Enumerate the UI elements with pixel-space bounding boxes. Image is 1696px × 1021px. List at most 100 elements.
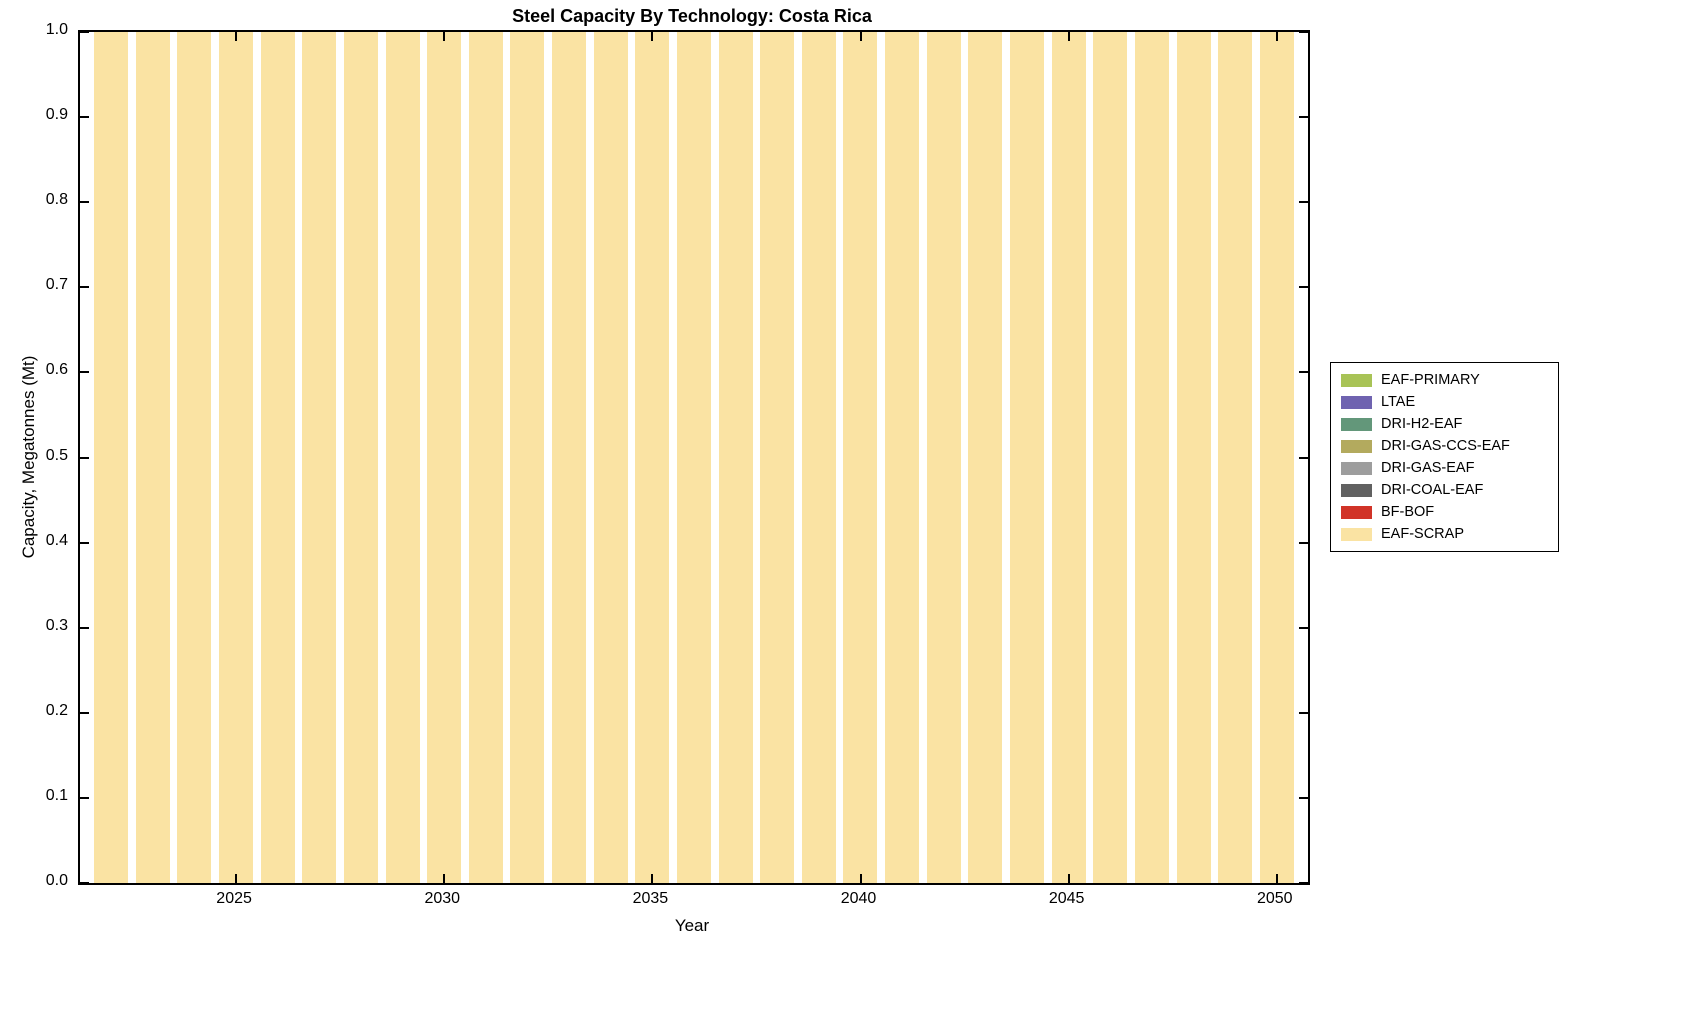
bar-segment-eaf-scrap — [427, 32, 462, 883]
x-tick-label: 2025 — [216, 890, 252, 907]
legend: EAF-PRIMARY LTAE DRI-H2-EAF DRI-GAS-CCS-EAF… — [1330, 362, 1559, 552]
legend-swatch — [1341, 395, 1372, 409]
x-tick-label: 2040 — [840, 890, 877, 907]
bar-segment-eaf-scrap — [593, 32, 628, 883]
y-tick-mark — [80, 31, 89, 33]
bar-segment-eaf-scrap — [343, 32, 378, 883]
legend-swatch — [1341, 505, 1372, 519]
x-tick-mark — [651, 32, 654, 41]
x-tick-mark — [1067, 874, 1070, 883]
x-tick-mark — [859, 874, 862, 883]
x-axis-label: Year — [674, 916, 710, 935]
bar-segment-eaf-scrap — [1176, 32, 1211, 883]
y-tick-mark — [80, 201, 89, 204]
x-tick-mark — [235, 32, 238, 41]
legend-item: BF-BOF — [1341, 501, 1558, 523]
bar-segment-eaf-scrap — [1051, 32, 1086, 883]
bar-segment-eaf-scrap — [926, 32, 961, 883]
y-tick-label: 0.9 — [45, 106, 68, 124]
y-tick-label: 0.1 — [45, 786, 68, 804]
bar-segment-eaf-scrap — [1009, 32, 1044, 883]
legend-item: DRI-H2-EAF — [1341, 413, 1558, 435]
bar-segment-eaf-scrap — [260, 32, 295, 883]
x-tick-mark — [1275, 32, 1278, 41]
y-tick-mark — [80, 286, 89, 289]
y-tick-mark — [1299, 541, 1308, 544]
legend-swatch — [1341, 461, 1372, 475]
bar-segment-eaf-scrap — [885, 32, 920, 883]
bar-segment-eaf-scrap — [968, 32, 1003, 883]
bar-segment-eaf-scrap — [1259, 32, 1294, 883]
x-tick-label: 2050 — [1256, 890, 1293, 907]
bar-segment-eaf-scrap — [1218, 32, 1253, 883]
bar-segment-eaf-scrap — [385, 32, 420, 883]
y-tick-mark — [80, 456, 89, 459]
bar-segment-eaf-scrap — [219, 32, 254, 883]
legend-label: LTAE — [1381, 394, 1416, 410]
x-tick-label: 2030 — [424, 890, 461, 907]
x-tick-mark — [443, 32, 446, 41]
x-tick-label: 2035 — [632, 890, 669, 907]
x-tick-label: 2045 — [1048, 890, 1085, 907]
legend-item: EAF-SCRAP — [1341, 523, 1558, 545]
y-tick-label: 1.0 — [45, 21, 68, 38]
y-tick-mark — [80, 371, 89, 374]
x-tick-mark — [1067, 32, 1070, 41]
legend-item: DRI-GAS-CCS-EAF — [1341, 435, 1558, 457]
bar-segment-eaf-scrap — [760, 32, 795, 883]
legend-label: DRI-GAS-CCS-EAF — [1381, 438, 1510, 454]
y-tick-mark — [1299, 456, 1308, 459]
chart-title: Steel Capacity By Technology: Costa Rica — [512, 6, 872, 26]
y-tick-label: 0.3 — [45, 616, 68, 634]
y-tick-label: 0.6 — [45, 361, 68, 379]
legend-swatch — [1341, 527, 1372, 541]
legend-label: BF-BOF — [1381, 504, 1435, 520]
x-tick-mark — [651, 874, 654, 883]
y-tick-mark — [80, 882, 89, 884]
legend-label: DRI-GAS-EAF — [1381, 460, 1475, 476]
bar-segment-eaf-scrap — [1093, 32, 1128, 883]
y-tick-mark — [80, 626, 89, 629]
y-tick-label: 0.5 — [45, 446, 68, 464]
bar-segment-eaf-scrap — [177, 32, 212, 883]
legend-item: EAF-PRIMARY — [1341, 369, 1558, 391]
x-tick-mark — [443, 874, 446, 883]
y-tick-label: 0.0 — [45, 872, 68, 889]
legend-swatch — [1341, 439, 1372, 453]
plot-area — [78, 30, 1310, 885]
bar-segment-eaf-scrap — [843, 32, 878, 883]
legend-label: DRI-COAL-EAF — [1381, 482, 1484, 498]
y-tick-mark — [1299, 286, 1308, 289]
bars-layer — [80, 32, 1308, 883]
bar-segment-eaf-scrap — [468, 32, 503, 883]
y-tick-label: 0.4 — [45, 531, 68, 549]
y-tick-mark — [1299, 626, 1308, 629]
bar-segment-eaf-scrap — [135, 32, 170, 883]
bar-segment-eaf-scrap — [635, 32, 670, 883]
y-tick-label: 0.2 — [45, 701, 68, 719]
y-tick-label: 0.8 — [45, 191, 68, 209]
legend-swatch — [1341, 483, 1372, 497]
legend-label: DRI-H2-EAF — [1381, 416, 1463, 432]
y-tick-mark — [80, 796, 89, 799]
y-tick-label: 0.7 — [45, 276, 68, 294]
legend-item: LTAE — [1341, 391, 1558, 413]
bar-segment-eaf-scrap — [676, 32, 711, 883]
y-tick-mark — [1299, 116, 1308, 119]
legend-label: EAF-SCRAP — [1381, 526, 1464, 542]
y-tick-mark — [80, 541, 89, 544]
legend-item: DRI-GAS-EAF — [1341, 457, 1558, 479]
legend-label: EAF-PRIMARY — [1381, 372, 1480, 388]
x-tick-mark — [1275, 874, 1278, 883]
y-tick-mark — [1299, 201, 1308, 204]
bar-segment-eaf-scrap — [302, 32, 337, 883]
bar-segment-eaf-scrap — [510, 32, 545, 883]
y-tick-mark — [80, 116, 89, 119]
bar-segment-eaf-scrap — [801, 32, 836, 883]
x-tick-mark — [235, 874, 238, 883]
y-tick-mark — [80, 711, 89, 714]
legend-swatch — [1341, 417, 1372, 431]
bar-segment-eaf-scrap — [1134, 32, 1169, 883]
bar-segment-eaf-scrap — [718, 32, 753, 883]
y-tick-mark — [1299, 31, 1308, 33]
